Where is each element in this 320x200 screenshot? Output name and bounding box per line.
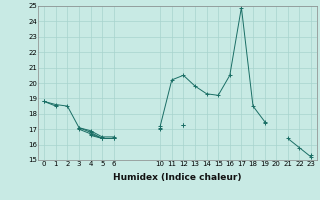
- X-axis label: Humidex (Indice chaleur): Humidex (Indice chaleur): [113, 173, 242, 182]
